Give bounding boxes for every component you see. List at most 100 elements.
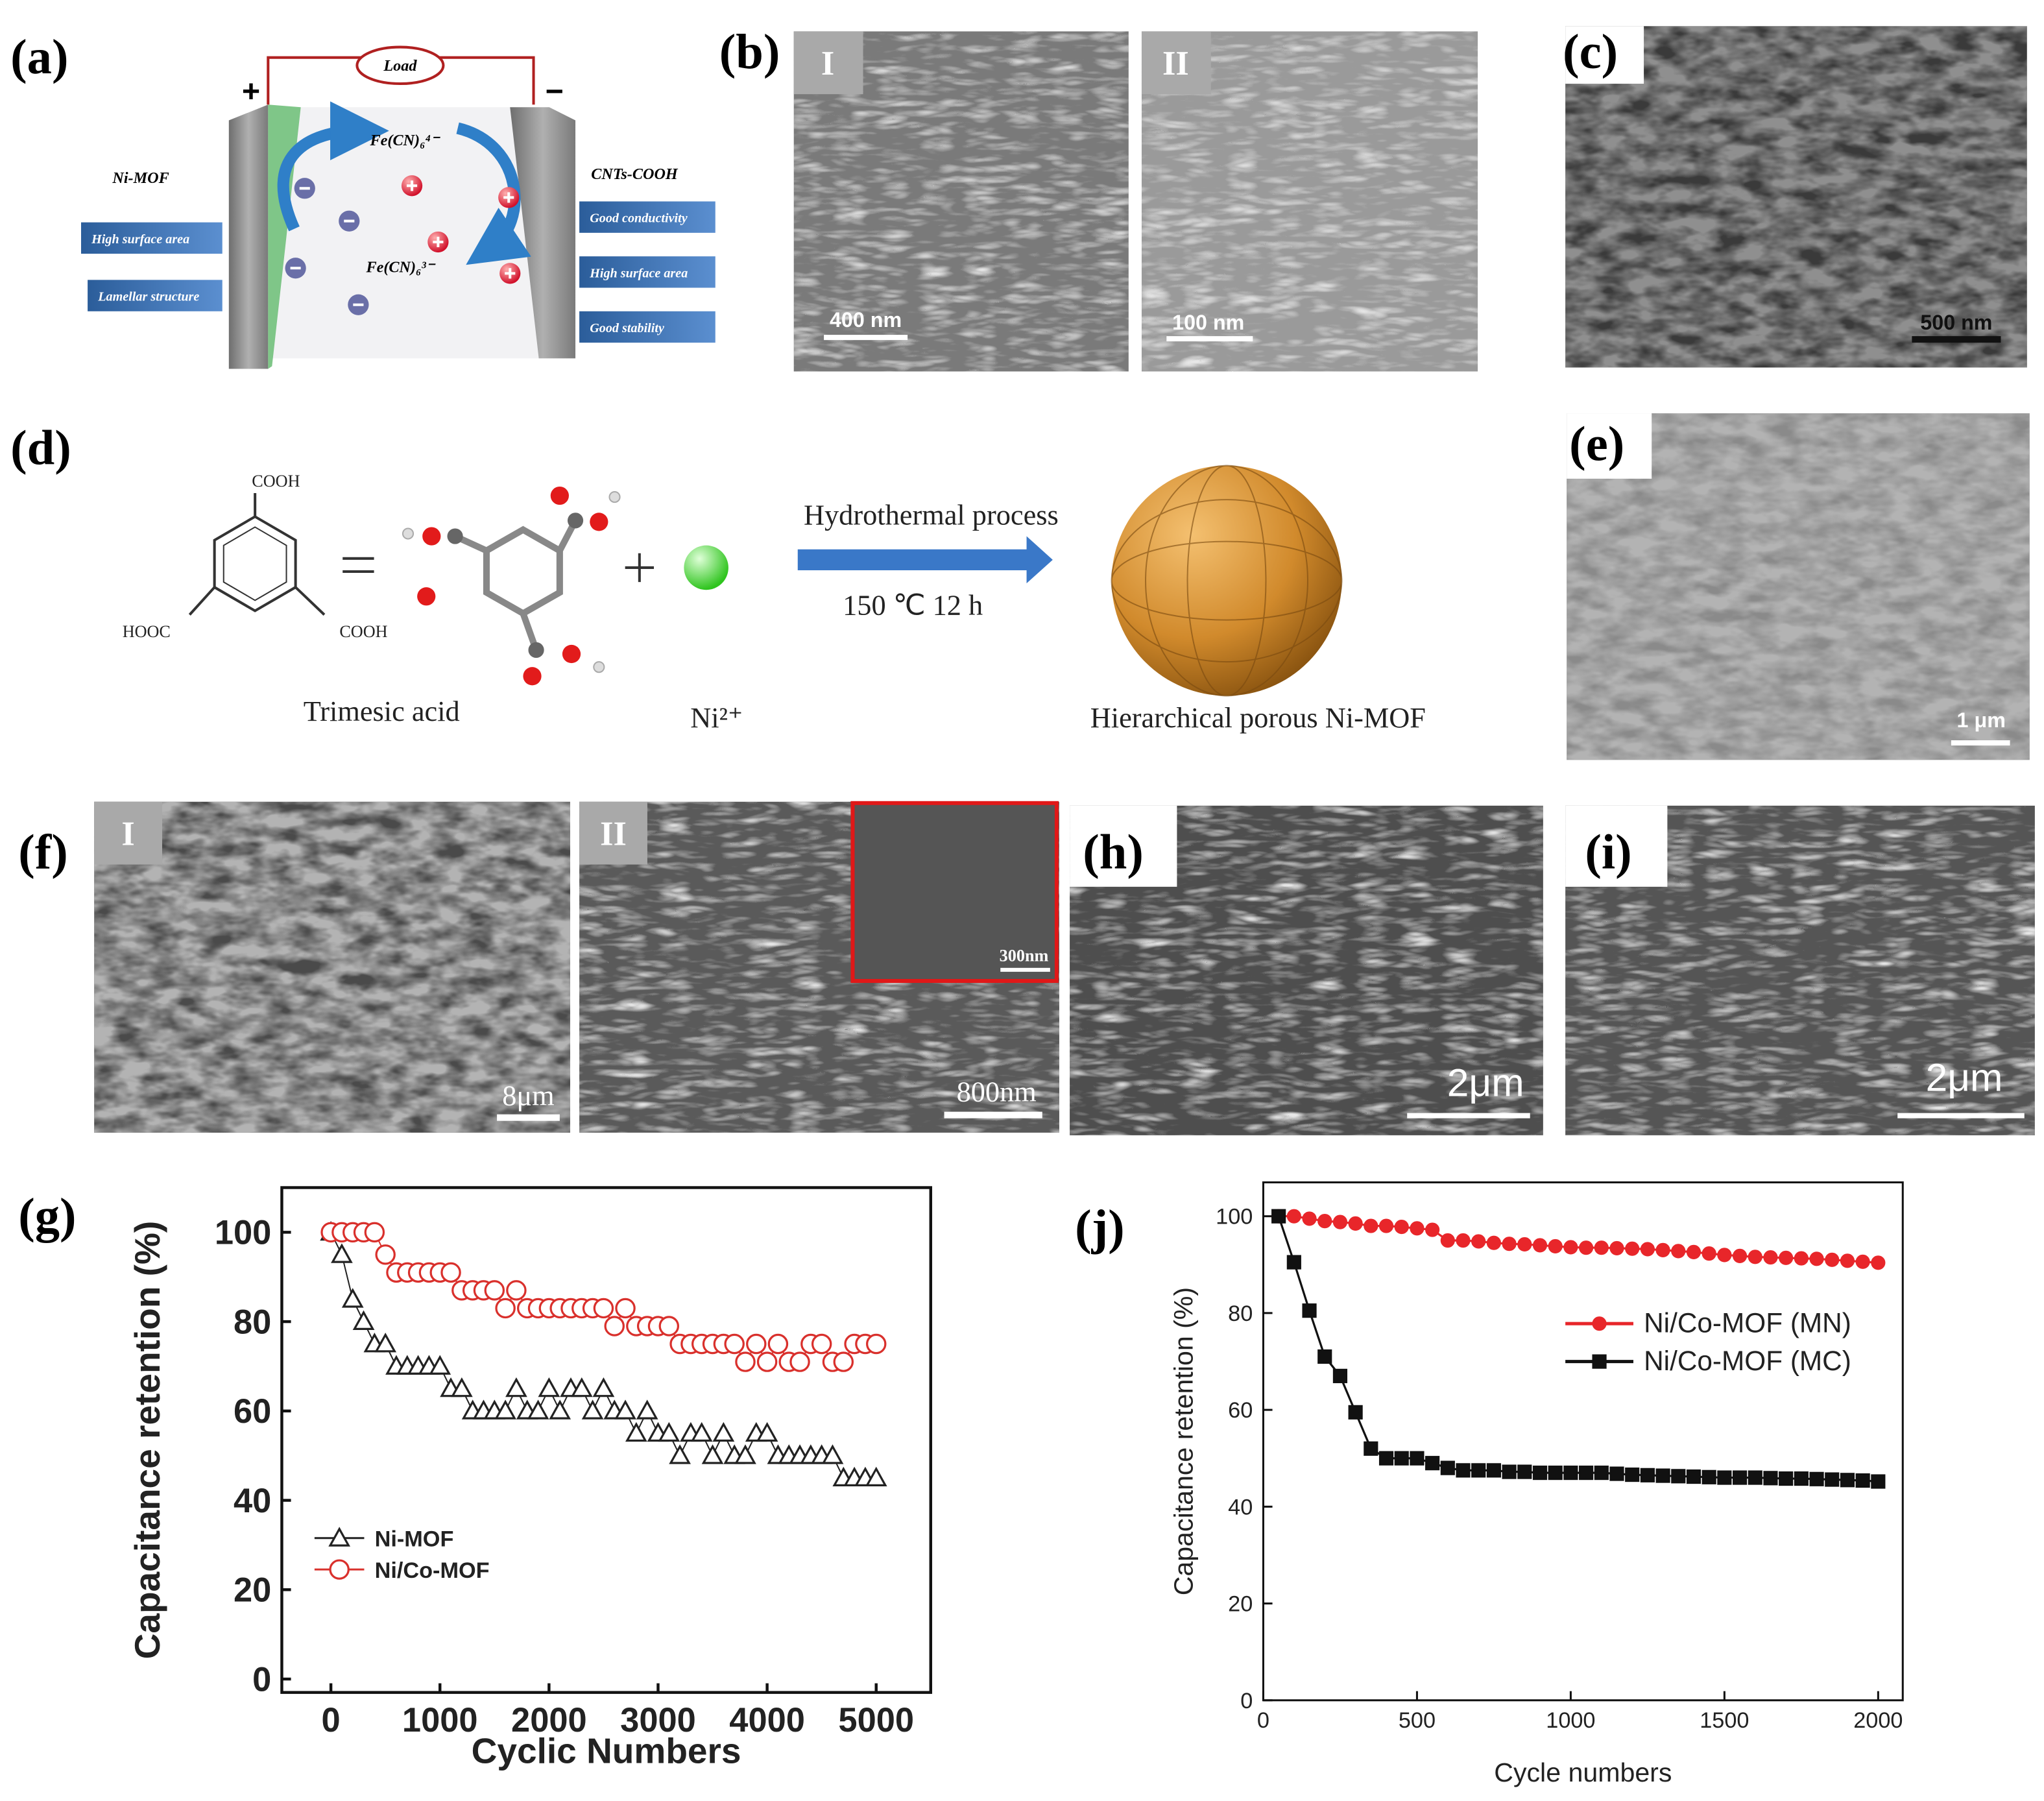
marker [1502,1237,1517,1251]
marker [1840,1473,1855,1488]
marker [1655,1468,1670,1483]
marker [1517,1464,1532,1479]
marker [1471,1463,1486,1478]
marker [1855,1254,1870,1269]
marker [1364,1218,1378,1233]
marker [1855,1473,1870,1488]
marker [1871,1255,1886,1270]
product-label: Hierarchical porous Ni-MOF [1090,701,1426,734]
marker [1486,1463,1501,1478]
scale-bar-label: 500 nm [1920,311,1992,334]
x-axis-label: Cyclic Numbers [472,1731,741,1771]
marker [712,1421,735,1442]
scale-bar-label: 8μm [502,1080,554,1112]
marker [1825,1252,1840,1267]
marker [1348,1405,1363,1420]
marker [604,1316,625,1336]
marker [1579,1466,1594,1481]
marker [865,1333,887,1355]
y-tick-label: 80 [234,1303,271,1341]
marker [1779,1250,1794,1265]
marker [1748,1250,1762,1264]
sub-label: II [1162,45,1189,82]
marker [1794,1251,1809,1266]
marker [789,1351,810,1372]
series-line [331,1231,876,1364]
marker [1779,1471,1794,1486]
legend-marker [328,1527,351,1547]
marker [1532,1238,1548,1253]
marker [1625,1467,1640,1482]
marker [1286,1209,1301,1224]
marker [1364,1441,1378,1456]
legend-label: Ni/Co-MOF [375,1558,490,1583]
scale-bar-label: 300nm [1000,947,1049,965]
y-tick-label: 0 [252,1661,271,1698]
feature-label: Good conductivity [590,212,688,226]
marker [1563,1240,1578,1255]
ion-label: Fe(CN)₆⁴⁻ [370,132,440,149]
y-tick-label: 100 [1216,1205,1253,1229]
marker [375,1244,396,1265]
marker [669,1444,691,1464]
marker [1609,1240,1624,1256]
marker [1640,1242,1655,1257]
ion-label: Ni²⁺ [690,701,743,734]
marker [1763,1250,1778,1265]
negative-sign: − [546,74,564,109]
marker [746,1333,767,1355]
legend-label: Ni-MOF [375,1527,454,1552]
series-line [1277,1216,1879,1483]
marker [1609,1466,1624,1481]
marker [494,1399,516,1420]
marker [1394,1219,1409,1235]
panel-label: (h) [1083,825,1144,880]
x-tick-label: 2000 [511,1702,587,1739]
marker [592,1377,615,1397]
scale-bar-label: 400 nm [830,308,902,332]
x-tick-label: 500 [1399,1708,1436,1733]
marker [625,1421,647,1442]
marker [1640,1468,1655,1482]
marker [1548,1239,1563,1254]
marker [429,1355,451,1375]
marker [451,1377,473,1397]
feature-label: Lamellar structure [97,290,199,304]
marker [538,1377,560,1397]
legend-marker [1592,1316,1607,1331]
marker [1271,1209,1286,1224]
marker [1440,1233,1455,1248]
marker [1794,1471,1809,1486]
marker [374,1333,397,1353]
feature-label: Good stability [590,321,664,335]
marker [724,1333,745,1355]
panel-label: (a) [10,29,68,84]
x-tick-label: 0 [1257,1708,1269,1733]
marker [614,1399,636,1420]
marker [1871,1474,1886,1489]
conditions-label: 150 ℃ 12 h [843,589,983,622]
positive-sign: + [242,74,260,109]
marker [701,1444,724,1464]
electrode-title: CNTs-COOH [591,165,679,183]
marker [1594,1240,1609,1255]
micrographs: I II I II (c) (e) (h) (i) 400 nm 100 nm … [94,24,2035,1135]
process-label: Hydrothermal process [804,498,1059,531]
feature-label: High surface area [589,266,688,280]
y-tick-label: 40 [234,1482,271,1520]
marker [527,1399,549,1420]
marker [734,1444,756,1464]
legend-label: Ni/Co-MOF (MC) [1644,1346,1851,1376]
marker [495,1298,516,1319]
scale-bar-label: 800nm [957,1075,1037,1107]
marker [1701,1469,1716,1484]
marker [1425,1222,1440,1237]
plot-frame [1262,1181,1904,1702]
sub-label: I [821,45,834,82]
marker [1686,1469,1701,1484]
y-tick-label: 0 [1240,1689,1253,1713]
y-axis-label: Capacitance retention (%) [1169,1287,1199,1595]
x-tick-label: 5000 [838,1702,914,1739]
marker [756,1351,778,1372]
